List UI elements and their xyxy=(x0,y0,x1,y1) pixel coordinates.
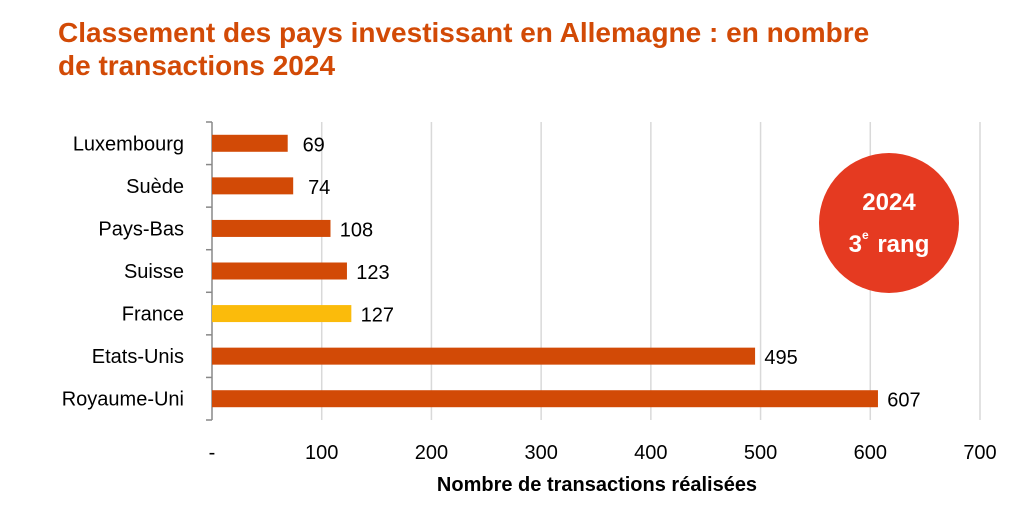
data-label: 495 xyxy=(764,347,797,369)
x-tick-label: 100 xyxy=(305,442,338,464)
data-label: 127 xyxy=(361,305,394,327)
bar xyxy=(212,134,288,152)
bar xyxy=(212,347,756,365)
badge-rank-suffix: e xyxy=(861,228,869,242)
bar xyxy=(212,177,294,195)
chart-title: Classement des pays investissant en Alle… xyxy=(58,17,870,81)
data-label: 123 xyxy=(356,262,389,284)
x-tick-label: 300 xyxy=(524,442,557,464)
category-label: Luxembourg xyxy=(73,133,184,155)
bar xyxy=(212,262,347,280)
data-label: 607 xyxy=(887,390,920,412)
x-tick-label: 700 xyxy=(963,442,996,464)
category-label: Pays-Bas xyxy=(98,218,184,240)
bar xyxy=(212,390,878,408)
x-tick-label: 200 xyxy=(415,442,448,464)
bar xyxy=(212,219,331,237)
badge-rank: 3e rang xyxy=(819,228,959,259)
category-label: Royaume-Uni xyxy=(62,389,184,411)
category-label: France xyxy=(122,304,184,326)
badge-rank-word: rang xyxy=(877,231,930,258)
data-label: 108 xyxy=(340,219,373,241)
bar xyxy=(212,305,352,323)
rank-badge: 2024 3e rang xyxy=(819,153,959,293)
x-axis-label: Nombre de transactions réalisées xyxy=(436,474,758,496)
category-label: Etats-Unis xyxy=(92,346,184,368)
x-tick-label: 400 xyxy=(634,442,667,464)
x-tick-label: - xyxy=(209,442,216,464)
x-tick-label: 500 xyxy=(744,442,777,464)
badge-rank-number: 3 xyxy=(848,231,862,258)
badge-year: 2024 xyxy=(862,189,916,216)
category-label: Suède xyxy=(126,176,184,198)
x-tick-label: 600 xyxy=(854,442,887,464)
data-label: 69 xyxy=(303,134,325,156)
data-label: 74 xyxy=(308,177,330,199)
category-label: Suisse xyxy=(124,261,184,283)
